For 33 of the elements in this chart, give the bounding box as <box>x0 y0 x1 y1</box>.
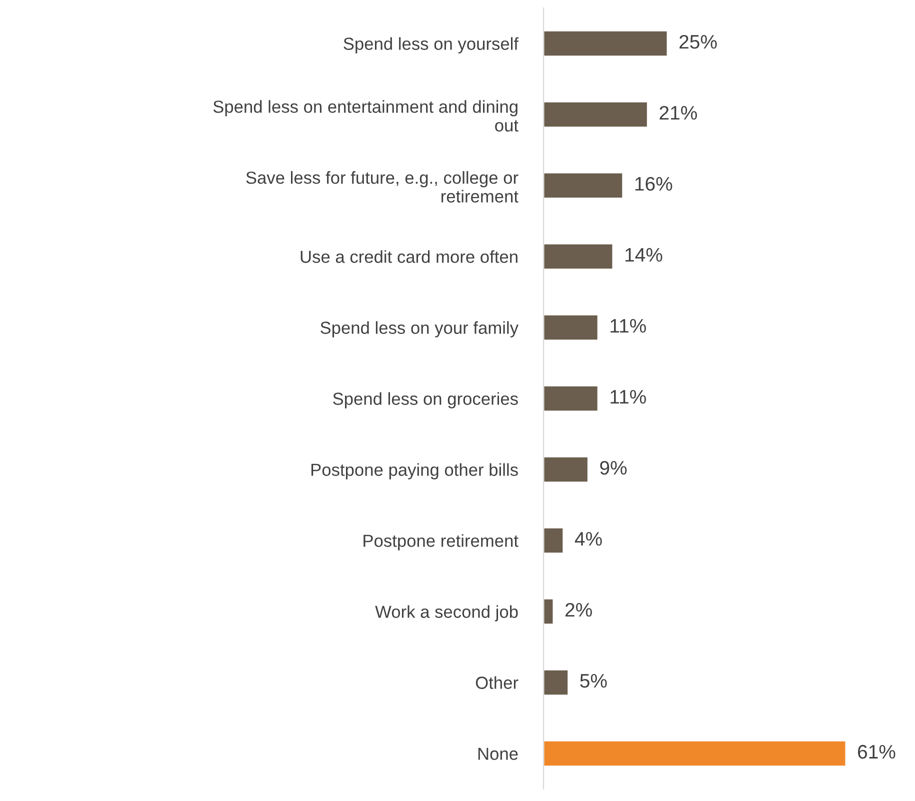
y-tick-label: None <box>478 748 518 760</box>
bar <box>544 598 554 625</box>
data-label: 11% <box>610 390 646 404</box>
bar <box>544 740 847 767</box>
bar <box>544 669 569 696</box>
data-label: 16% <box>635 176 672 191</box>
bar <box>544 314 599 341</box>
bar <box>544 456 589 483</box>
data-label: 2% <box>566 602 592 617</box>
y-tick-label: Spend less on yourself <box>344 37 519 54</box>
data-label: 9% <box>600 460 627 475</box>
bar <box>544 172 624 199</box>
bar <box>544 385 599 412</box>
bar <box>544 527 564 554</box>
y-tick-label: Postpone retirement <box>364 534 518 550</box>
y-tick-label: Spend less on entertainment and dining out <box>213 100 518 132</box>
y-tick-label: Use a credit card more often <box>300 250 518 263</box>
bar <box>544 30 668 57</box>
data-label: 21% <box>660 106 697 120</box>
data-label: 61% <box>858 744 896 759</box>
data-label: 11% <box>610 319 646 333</box>
y-tick-label: Spend less on your family <box>320 321 518 338</box>
data-label: 5% <box>580 674 607 688</box>
y-tick-label: Work a second job <box>375 605 518 622</box>
data-label: 14% <box>626 248 662 262</box>
y-tick-label: Postpone paying other bills <box>311 463 518 480</box>
data-label: 25% <box>680 34 717 49</box>
bar <box>544 243 614 270</box>
bar <box>544 101 648 128</box>
data-label: 4% <box>574 532 602 546</box>
y-tick-label: Spend less on groceries <box>333 392 518 408</box>
y-tick-label: Save less for future, e.g., college or retirement <box>246 171 518 203</box>
y-tick-label: Other <box>476 676 518 689</box>
